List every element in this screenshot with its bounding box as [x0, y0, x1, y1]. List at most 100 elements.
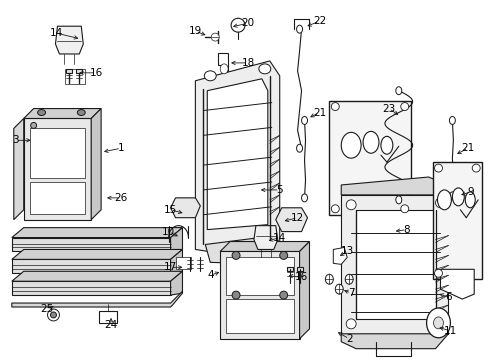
- Text: 21: 21: [312, 108, 325, 117]
- Ellipse shape: [296, 144, 302, 152]
- Ellipse shape: [433, 317, 443, 329]
- Polygon shape: [355, 210, 435, 319]
- Ellipse shape: [335, 284, 343, 294]
- Polygon shape: [170, 271, 182, 295]
- Text: 12: 12: [290, 213, 304, 223]
- Ellipse shape: [325, 274, 333, 284]
- Text: 15: 15: [163, 205, 177, 215]
- Ellipse shape: [258, 64, 270, 74]
- Ellipse shape: [400, 205, 408, 213]
- Text: 11: 11: [443, 326, 456, 336]
- Text: 18: 18: [241, 58, 254, 68]
- Text: 26: 26: [114, 193, 127, 203]
- Polygon shape: [12, 291, 182, 307]
- Text: 6: 6: [444, 292, 451, 302]
- Bar: [76, 69, 82, 73]
- Polygon shape: [12, 228, 182, 238]
- Text: 16: 16: [294, 272, 307, 282]
- Text: 5: 5: [276, 185, 283, 195]
- Ellipse shape: [211, 33, 219, 41]
- Ellipse shape: [341, 132, 360, 158]
- Ellipse shape: [362, 131, 378, 153]
- Ellipse shape: [38, 109, 45, 116]
- Ellipse shape: [279, 291, 287, 299]
- Ellipse shape: [296, 25, 302, 33]
- Ellipse shape: [471, 164, 479, 172]
- Polygon shape: [24, 109, 101, 118]
- Polygon shape: [91, 109, 101, 220]
- Text: 4: 4: [206, 270, 213, 280]
- Text: 16: 16: [89, 68, 102, 78]
- Polygon shape: [12, 281, 170, 295]
- Ellipse shape: [434, 164, 442, 172]
- Ellipse shape: [448, 192, 454, 200]
- Polygon shape: [218, 53, 228, 71]
- Text: 20: 20: [241, 18, 254, 28]
- Polygon shape: [12, 238, 170, 251]
- Ellipse shape: [346, 319, 355, 329]
- Polygon shape: [341, 177, 447, 195]
- Polygon shape: [195, 61, 279, 260]
- Bar: [286, 267, 292, 271]
- Text: 21: 21: [461, 143, 474, 153]
- Text: 25: 25: [40, 304, 53, 314]
- Text: 14: 14: [272, 233, 286, 243]
- Polygon shape: [220, 251, 299, 339]
- Text: 24: 24: [104, 320, 118, 330]
- Ellipse shape: [232, 251, 240, 260]
- Polygon shape: [253, 226, 277, 249]
- Polygon shape: [275, 208, 307, 231]
- Ellipse shape: [301, 117, 307, 125]
- Ellipse shape: [437, 190, 450, 210]
- Ellipse shape: [435, 319, 445, 329]
- Ellipse shape: [301, 194, 307, 202]
- Ellipse shape: [380, 136, 392, 154]
- Ellipse shape: [279, 251, 287, 260]
- Bar: [225, 299, 293, 333]
- Polygon shape: [12, 249, 182, 260]
- Text: 13: 13: [340, 247, 353, 256]
- Text: 1: 1: [118, 143, 124, 153]
- Ellipse shape: [232, 291, 240, 299]
- Ellipse shape: [231, 18, 244, 32]
- Polygon shape: [341, 195, 447, 334]
- Text: 14: 14: [50, 28, 63, 38]
- Polygon shape: [207, 79, 267, 230]
- Bar: [328, 100, 410, 215]
- Text: 3: 3: [12, 135, 19, 145]
- Text: 8: 8: [403, 225, 409, 235]
- Ellipse shape: [464, 192, 474, 208]
- Ellipse shape: [426, 308, 449, 338]
- Ellipse shape: [31, 122, 37, 129]
- Text: 10: 10: [162, 226, 175, 237]
- Ellipse shape: [50, 312, 56, 318]
- Text: 9: 9: [466, 187, 472, 197]
- Polygon shape: [170, 198, 200, 218]
- Polygon shape: [299, 242, 309, 339]
- Polygon shape: [205, 237, 279, 264]
- Ellipse shape: [448, 117, 454, 125]
- Text: 17: 17: [163, 262, 177, 272]
- Ellipse shape: [77, 109, 85, 116]
- Ellipse shape: [346, 200, 355, 210]
- Polygon shape: [220, 242, 309, 251]
- Polygon shape: [14, 118, 24, 220]
- Ellipse shape: [451, 188, 463, 206]
- Text: 23: 23: [382, 104, 395, 113]
- Text: 2: 2: [345, 334, 352, 344]
- Polygon shape: [440, 269, 473, 299]
- Ellipse shape: [434, 269, 442, 277]
- Text: 7: 7: [347, 288, 354, 298]
- Ellipse shape: [400, 103, 408, 111]
- Bar: [66, 69, 72, 73]
- Ellipse shape: [395, 196, 401, 204]
- Text: 22: 22: [312, 16, 325, 26]
- Ellipse shape: [435, 198, 445, 208]
- Ellipse shape: [345, 274, 352, 284]
- Bar: [99, 311, 117, 323]
- Polygon shape: [12, 260, 170, 273]
- Ellipse shape: [395, 87, 401, 95]
- Ellipse shape: [220, 64, 228, 74]
- Ellipse shape: [47, 309, 60, 321]
- Polygon shape: [333, 247, 346, 264]
